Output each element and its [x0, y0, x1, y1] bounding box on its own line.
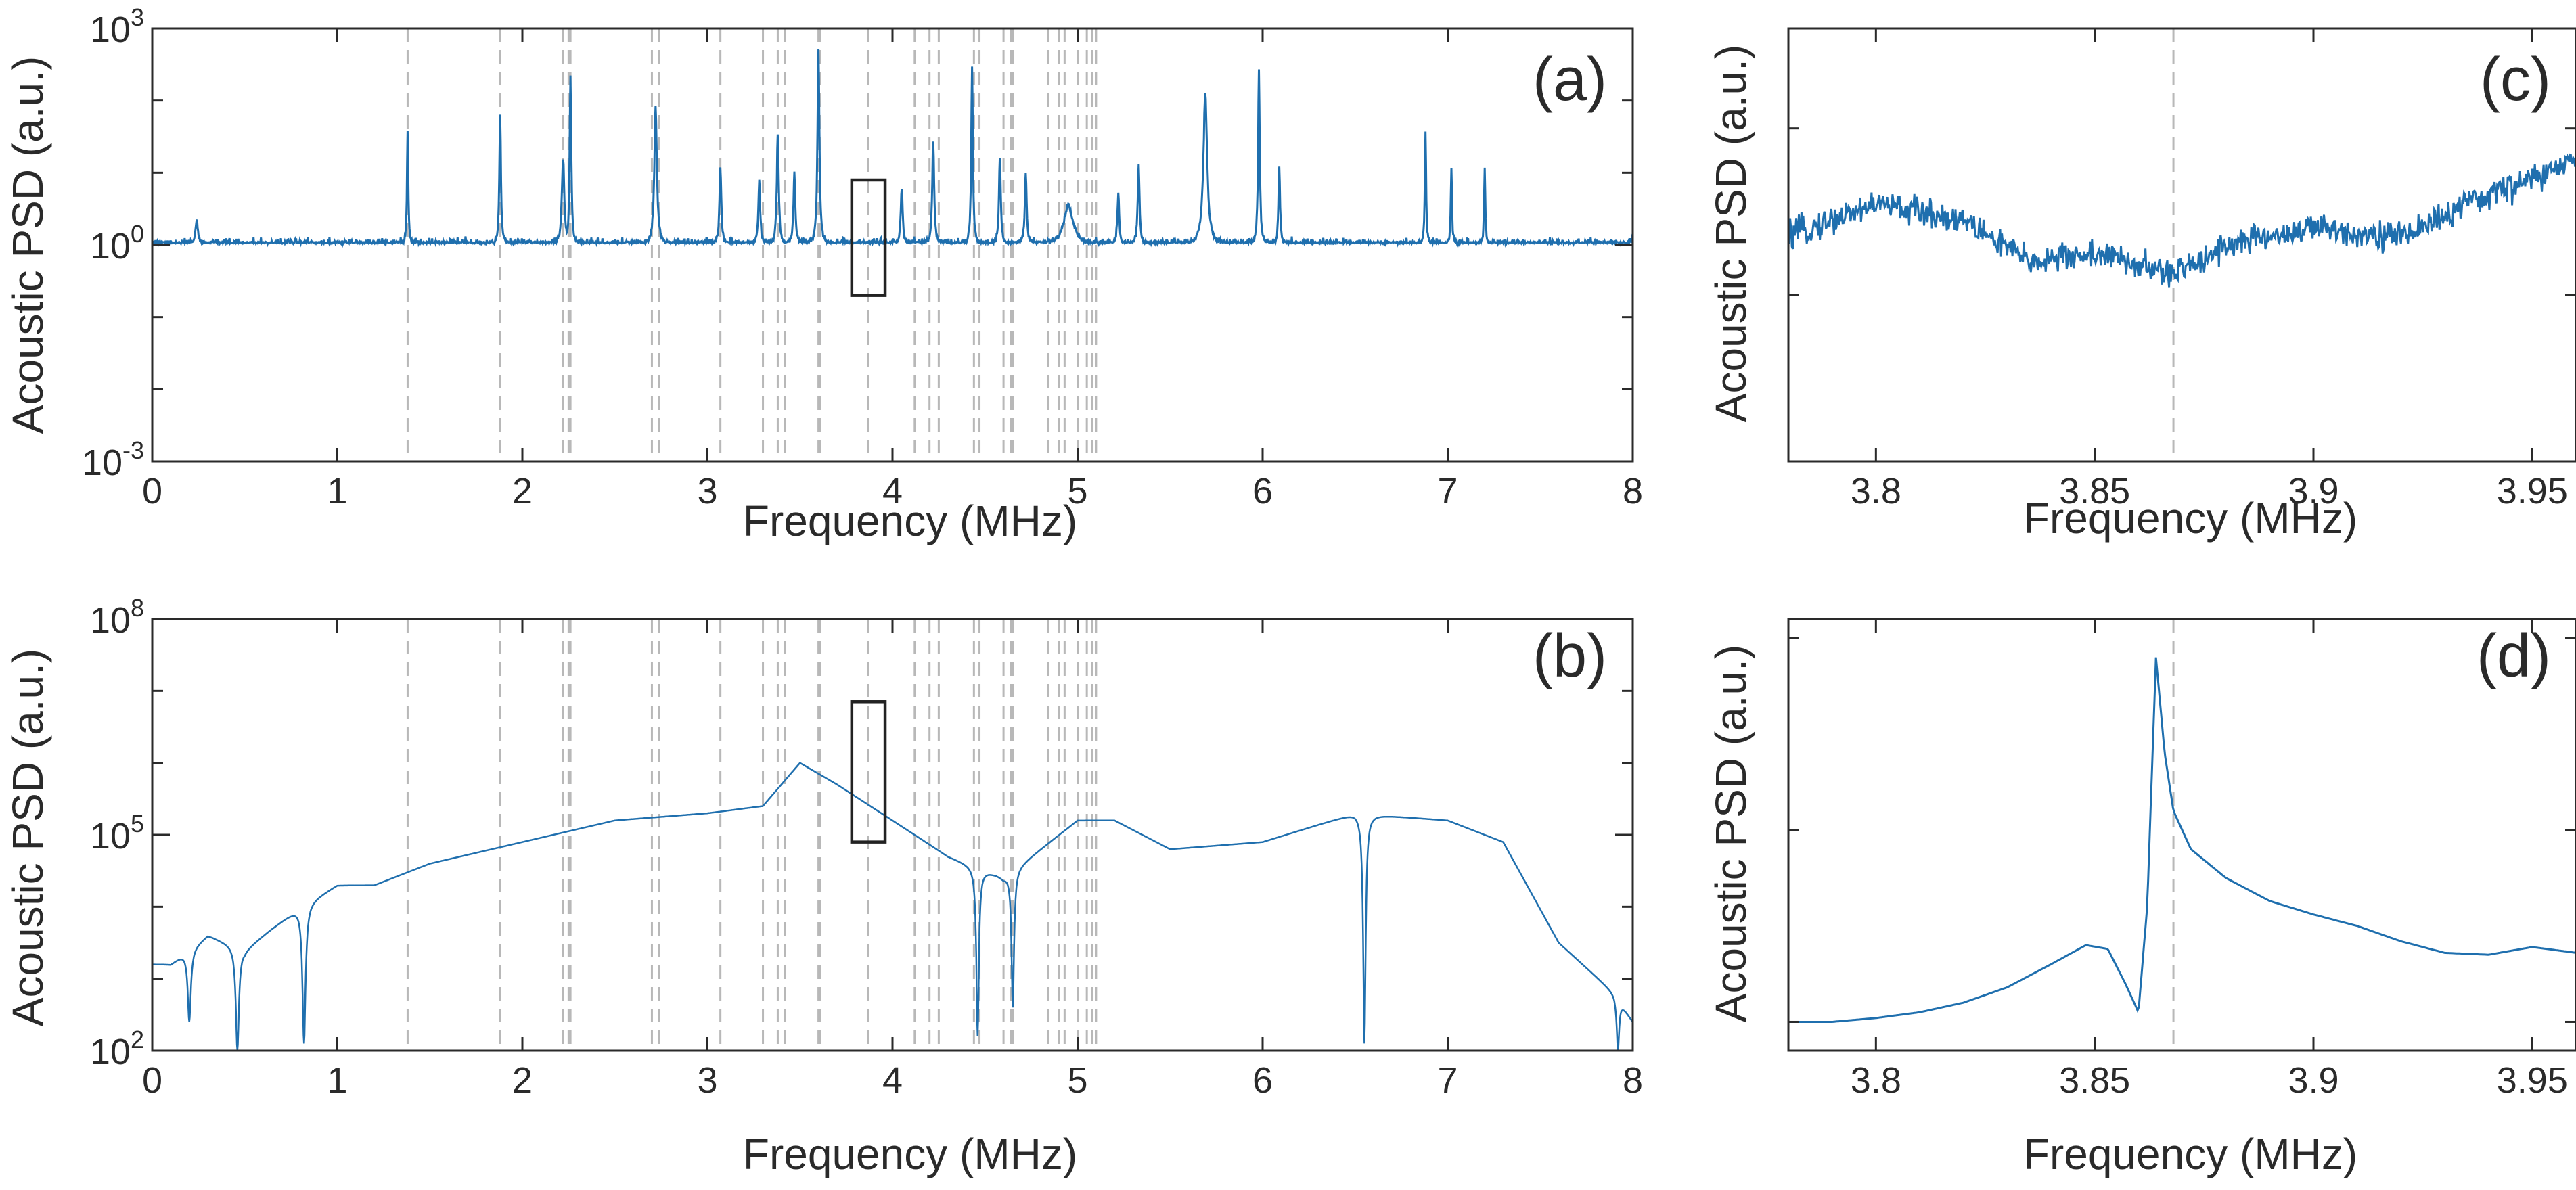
- x-tick-label: 2: [512, 1060, 533, 1101]
- panel-c-label: (c): [2480, 46, 2551, 114]
- x-tick-label: 3.85: [2059, 471, 2130, 511]
- x-tick-label: 4: [882, 1060, 903, 1101]
- panel-d-x-tick-labels: 3.8 3.85 3.9 3.95: [1851, 1060, 2568, 1101]
- panel-a-frame: [151, 27, 1634, 463]
- panel-b-y-tick-labels: 102 105 108: [90, 594, 144, 1072]
- x-tick-label: 5: [1067, 471, 1087, 511]
- x-tick-label: 3.9: [2288, 471, 2338, 511]
- x-tick-label: 3: [697, 1060, 717, 1101]
- panel-b-zoom-box: [850, 700, 887, 844]
- panel-c-y-axis-label: Acoustic PSD (a.u.): [1707, 45, 1755, 422]
- x-tick-label: 3.95: [2497, 471, 2568, 511]
- panel-d-x-axis-label: Frequency (MHz): [2023, 1130, 2357, 1178]
- panel-c-x-tick-labels: 3.8 3.85 3.9 3.95: [1851, 471, 2568, 511]
- panel-a-psd-trace: [151, 49, 1634, 248]
- x-tick-label: 8: [1623, 471, 1643, 511]
- y-tick-label: 102: [90, 1026, 144, 1072]
- x-tick-label: 6: [1252, 1060, 1273, 1101]
- panel-a-zoom-box: [850, 178, 887, 297]
- x-tick-label: 4: [882, 471, 903, 511]
- y-tick-label: 103: [90, 3, 144, 50]
- panel-c-x-axis-label: Frequency (MHz): [2023, 494, 2357, 543]
- y-tick-label: 108: [90, 594, 144, 641]
- panel-c-frame: [1787, 27, 2576, 463]
- panel-a-ticks: [151, 27, 1634, 463]
- panel-b-psd-trace: [152, 762, 1634, 1051]
- panel-a: 0 1 2 3 4 5 6 7 8 10-3 100 103 (a) Frequency (MHz)…: [3, 3, 1643, 545]
- x-tick-label: 7: [1437, 1060, 1458, 1101]
- panel-c: 3.8 3.85 3.9 3.95 (c) Frequency (MHz) Acous…: [1707, 27, 2576, 543]
- x-tick-label: 2: [512, 471, 533, 511]
- panel-d: 3.8 3.85 3.9 3.95 (d) Frequency (MHz) Acous…: [1707, 618, 2576, 1178]
- panel-a-label: (a): [1533, 46, 1607, 114]
- panel-b-label: (b): [1533, 622, 1607, 690]
- y-tick-label: 10-3: [82, 436, 144, 483]
- x-tick-label: 8: [1623, 1060, 1643, 1101]
- x-tick-label: 0: [142, 1060, 162, 1101]
- x-tick-label: 6: [1252, 471, 1273, 511]
- panel-c-ticks: [1788, 28, 2576, 463]
- x-tick-label: 5: [1067, 1060, 1087, 1101]
- panel-a-y-axis-label: Acoustic PSD (a.u.): [3, 56, 52, 434]
- panel-b-x-axis-label: Frequency (MHz): [743, 1130, 1077, 1178]
- x-tick-label: 3.8: [1851, 1060, 1901, 1101]
- x-tick-label: 1: [327, 471, 347, 511]
- x-tick-label: 3: [697, 471, 717, 511]
- x-tick-label: 3.95: [2497, 1060, 2568, 1101]
- x-tick-label: 3.9: [2288, 1060, 2338, 1101]
- panel-b-ticks: [151, 618, 1634, 1052]
- panel-b-resonance-lines: [406, 619, 1098, 1051]
- panel-d-psd-trace: [1788, 657, 2576, 1023]
- panel-d-label: (d): [2477, 622, 2551, 690]
- x-tick-label: 0: [142, 471, 162, 511]
- y-tick-label: 105: [90, 810, 144, 856]
- panel-c-psd-trace: [1787, 153, 2576, 288]
- x-tick-label: 1: [327, 1060, 347, 1101]
- panel-b-frame: [151, 618, 1634, 1052]
- panel-a-x-tick-labels: 0 1 2 3 4 5 6 7 8: [142, 471, 1643, 511]
- panel-d-ticks: [1788, 619, 2576, 1051]
- y-tick-label: 100: [90, 220, 144, 267]
- x-tick-label: 7: [1437, 471, 1458, 511]
- panel-d-frame: [1787, 618, 2576, 1052]
- panel-a-y-tick-labels: 10-3 100 103: [82, 3, 144, 483]
- panel-b-x-tick-labels: 0 1 2 3 4 5 6 7 8: [142, 1060, 1643, 1101]
- panel-a-x-axis-label: Frequency (MHz): [743, 497, 1077, 545]
- x-tick-label: 3.8: [1851, 471, 1901, 511]
- panel-a-resonance-lines: [406, 28, 1098, 461]
- panel-d-y-axis-label: Acoustic PSD (a.u.): [1707, 645, 1755, 1022]
- panel-b-y-axis-label: Acoustic PSD (a.u.): [3, 649, 52, 1026]
- x-tick-label: 3.85: [2059, 1060, 2130, 1101]
